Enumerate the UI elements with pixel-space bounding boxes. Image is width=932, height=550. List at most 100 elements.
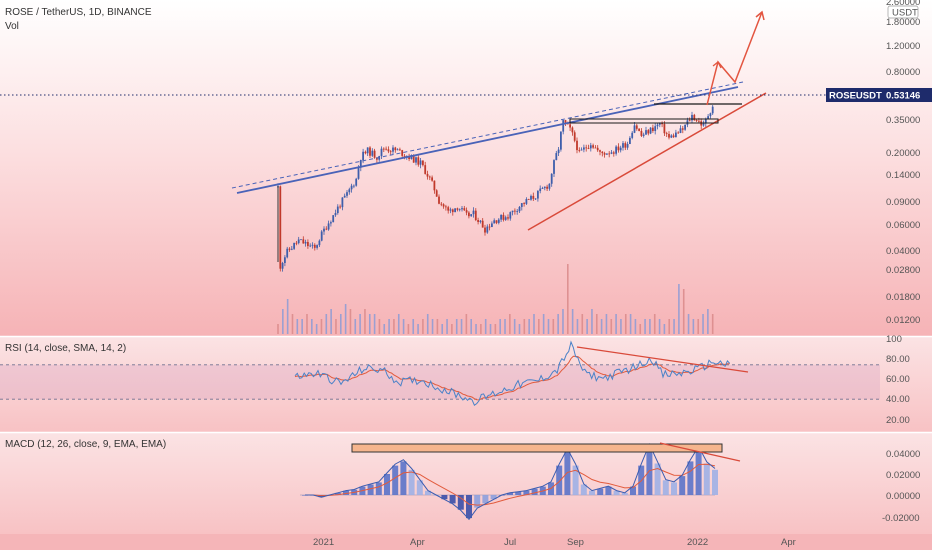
price-tick: 0.20000 — [886, 148, 920, 159]
candle-body — [364, 151, 367, 154]
candle-body — [465, 210, 468, 213]
volume-bar — [528, 319, 530, 334]
currency-badge[interactable] — [887, 5, 919, 19]
candle-body — [569, 124, 571, 128]
candle-body — [440, 203, 443, 205]
volume-bar — [586, 319, 588, 334]
candle-body — [334, 213, 337, 216]
macd-histogram-bar — [556, 465, 563, 495]
candle-body — [589, 145, 592, 149]
volume-bar — [538, 319, 540, 334]
volume-bar — [417, 324, 419, 334]
candle-body — [297, 239, 300, 244]
candle-body — [491, 223, 493, 228]
candle-body — [336, 206, 339, 214]
volume-bar — [673, 319, 675, 334]
candle-body — [635, 125, 638, 129]
candle-body — [479, 220, 482, 222]
macd-histogram-bar — [630, 486, 636, 495]
macd-histogram-bar — [605, 486, 612, 495]
candle-body — [415, 157, 417, 163]
volume-bar — [663, 324, 666, 334]
volume-bar — [494, 324, 497, 334]
volume-bar — [518, 324, 521, 334]
macd-histogram-bar — [466, 495, 472, 519]
candle-body — [548, 183, 551, 189]
volume-bar — [359, 314, 361, 334]
price-tick: 0.01800 — [886, 292, 920, 303]
volume-bar — [460, 319, 463, 334]
candle-body — [663, 124, 666, 134]
candlesticks — [277, 105, 714, 272]
candle-body — [357, 167, 360, 179]
candle-body — [309, 245, 312, 247]
macd-tick: 0.04000 — [886, 449, 920, 460]
candle-body — [610, 152, 613, 154]
candle-body — [532, 195, 535, 199]
price-tick: 0.80000 — [886, 67, 920, 78]
rsi-tick: 100 — [886, 334, 902, 345]
price-tick: 1.20000 — [886, 41, 920, 52]
time-tick: Jul — [504, 537, 516, 548]
candle-body — [617, 146, 620, 151]
volume-bar — [600, 319, 603, 334]
volume-bar — [687, 314, 690, 334]
macd-histogram-bar — [671, 482, 677, 495]
volume-bar — [412, 319, 415, 334]
price-axis[interactable]: 2.60000 1.80000 1.20000 0.80000 0.35000 … — [886, 0, 920, 326]
macd-histogram-bar — [654, 463, 661, 495]
macd-histogram-bar — [474, 495, 481, 508]
macd-histogram-bar — [580, 484, 587, 495]
candle-body — [431, 177, 433, 181]
volume-bar — [320, 319, 323, 334]
volume-bar — [436, 319, 439, 334]
volume-bar — [557, 314, 559, 334]
candle-body — [495, 220, 498, 223]
last-price-tag[interactable] — [826, 88, 932, 102]
candle-body — [504, 217, 507, 220]
volume-bar — [475, 324, 477, 334]
candle-body — [677, 132, 680, 134]
candle-body — [359, 160, 362, 168]
macd-histogram-bar — [703, 463, 710, 495]
candle-body — [380, 148, 383, 157]
candle-body — [422, 160, 424, 166]
candle-body — [330, 222, 332, 224]
candle-body — [691, 114, 693, 121]
candle-body — [474, 210, 477, 220]
candle-body — [316, 245, 318, 248]
time-tick: Apr — [410, 537, 425, 548]
candle-body — [371, 150, 374, 156]
volume-bar — [354, 319, 357, 334]
candle-body — [392, 147, 394, 152]
time-axis[interactable]: 2021 Apr Jul Sep 2022 Apr — [313, 537, 796, 548]
volume-bar — [480, 324, 482, 334]
candle-body — [307, 241, 309, 247]
price-tick: 0.35000 — [886, 115, 920, 126]
candle-body — [376, 157, 378, 160]
candle-body — [642, 134, 645, 136]
candle-body — [488, 226, 491, 228]
candle-body — [373, 150, 376, 158]
macd-histogram-bar — [441, 495, 448, 500]
candle-body — [394, 147, 397, 151]
candle-body — [693, 114, 696, 121]
candle-body — [603, 153, 606, 155]
candle-body — [442, 204, 445, 207]
volume-bar — [296, 319, 299, 334]
macd-histogram-bar — [416, 480, 423, 495]
macd-histogram-bar — [613, 490, 620, 495]
volume-bar — [533, 314, 535, 334]
candle-body — [470, 214, 473, 217]
candle-body — [649, 127, 652, 134]
candle-body — [578, 150, 581, 151]
candle-body — [511, 210, 514, 213]
last-price-value: 0.53146 — [886, 91, 920, 102]
candle-body — [353, 185, 355, 187]
volume-bar — [509, 314, 511, 334]
candle-body — [647, 130, 650, 134]
candle-body — [652, 127, 654, 131]
rsi-tick: 40.00 — [886, 394, 910, 405]
candle-body — [493, 220, 496, 224]
